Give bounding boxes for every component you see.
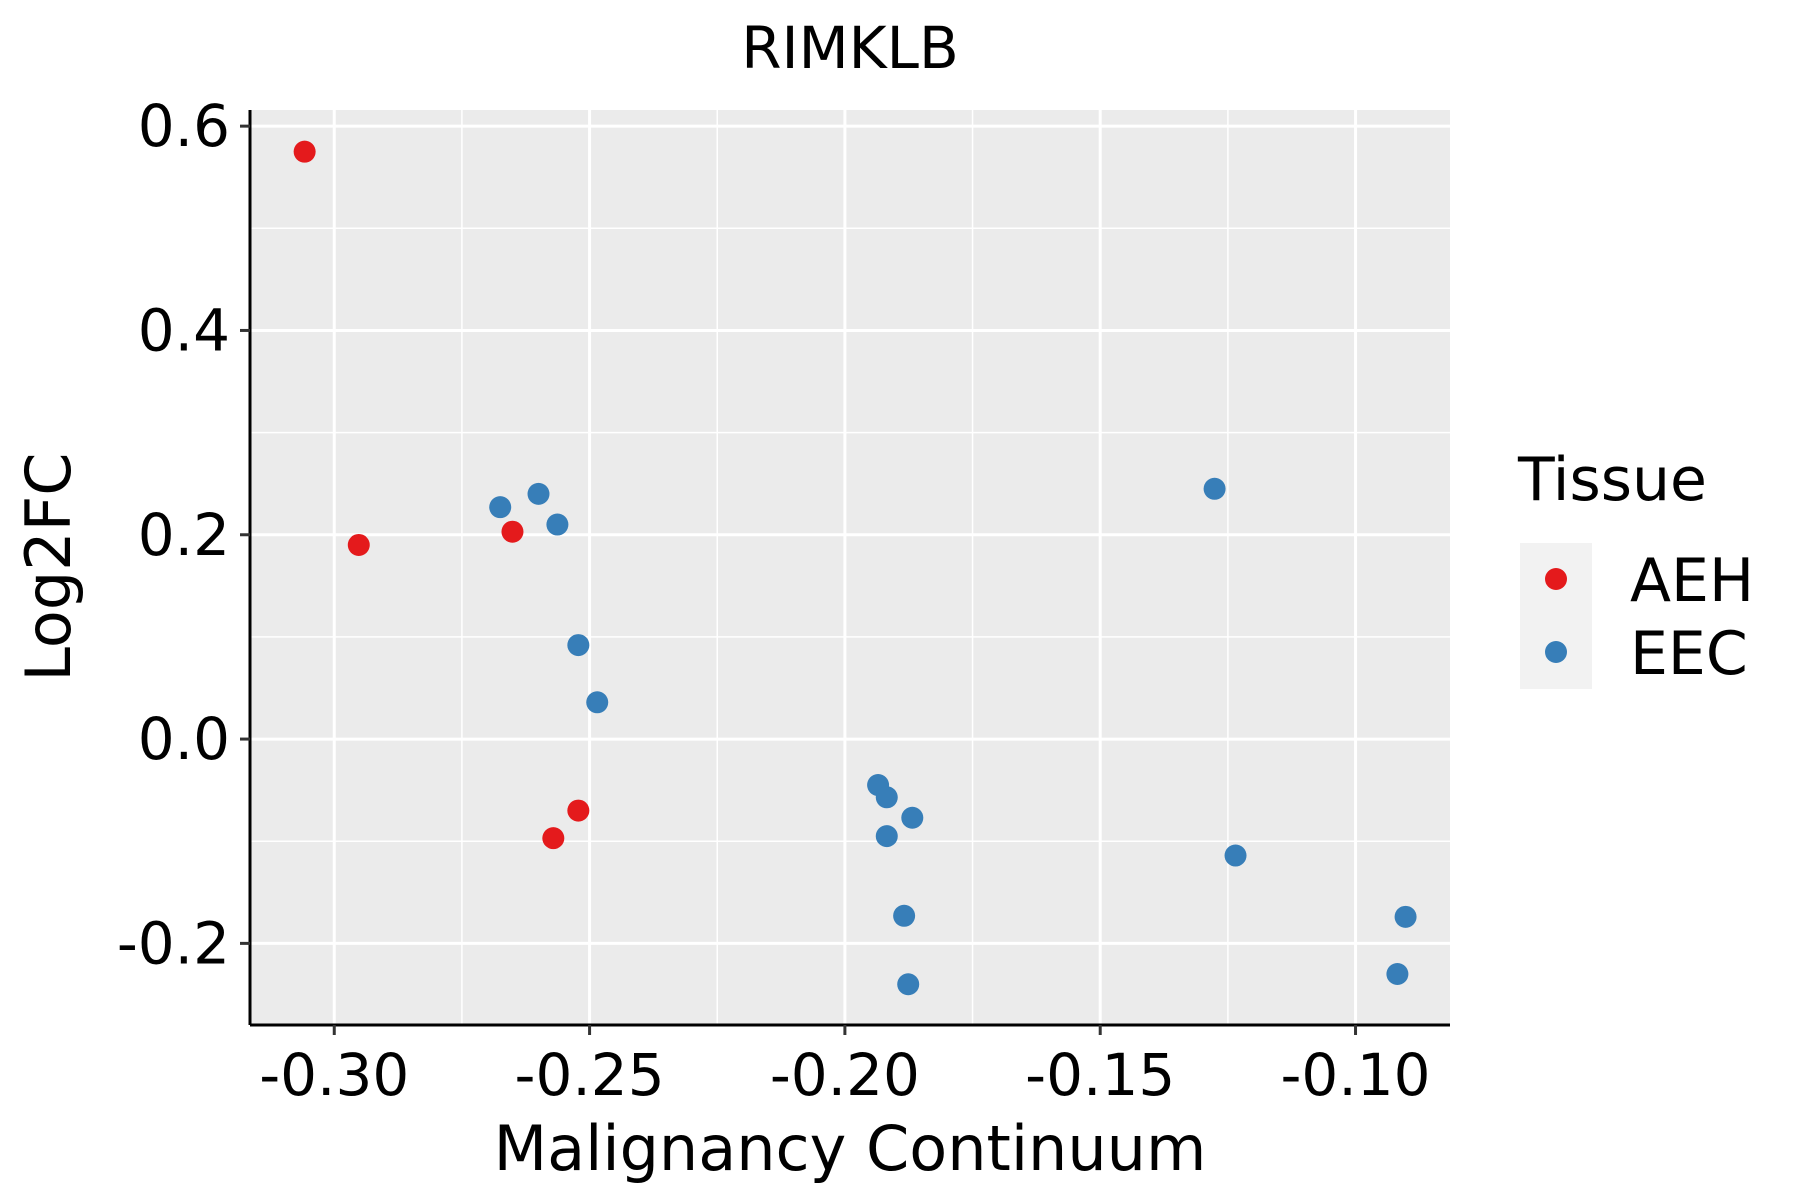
legend-key-eec: [1545, 641, 1567, 663]
grid-major: [250, 110, 1450, 1025]
data-point-aeh: [347, 533, 370, 556]
x-tick-label: -0.15: [1025, 1041, 1175, 1109]
legend-key-aeh: [1545, 568, 1567, 590]
data-point-eec: [897, 973, 920, 996]
legend-key-background: [1520, 543, 1592, 689]
data-point-aeh: [293, 140, 316, 163]
data-point-eec: [1394, 905, 1417, 928]
data-point-eec: [1203, 477, 1226, 500]
y-tick-label: 0.2: [138, 501, 230, 569]
data-point-eec: [1386, 963, 1409, 986]
data-point-aeh: [567, 799, 590, 822]
legend-title: Tissue: [1517, 445, 1707, 515]
data-point-eec: [1224, 844, 1247, 867]
grid-minor: [250, 110, 1450, 1025]
data-point-eec: [567, 634, 590, 657]
x-tick-label: -0.30: [259, 1041, 409, 1109]
y-tick-label: -0.2: [117, 909, 230, 977]
data-point-eec: [546, 513, 569, 536]
data-point-eec: [893, 904, 916, 927]
legend-label-eec: EEC: [1630, 619, 1748, 689]
data-point-aeh: [501, 520, 524, 543]
data-point-eec: [875, 825, 898, 848]
y-tick-label: 0.4: [138, 296, 230, 364]
y-tick-label: 0.0: [138, 705, 230, 773]
data-points: [293, 140, 1417, 996]
data-point-eec: [527, 482, 550, 505]
data-point-eec: [875, 786, 898, 809]
x-ticks: -0.30 -0.25 -0.20 -0.15 -0.10: [259, 1025, 1431, 1109]
x-tick-label: -0.10: [1280, 1041, 1430, 1109]
y-tick-label: 0.6: [138, 92, 230, 160]
legend: Tissue AEH EEC: [1517, 445, 1754, 689]
data-point-eec: [586, 691, 609, 714]
data-point-eec: [489, 496, 512, 519]
data-point-aeh: [542, 827, 565, 850]
x-tick-label: -0.20: [770, 1041, 920, 1109]
y-ticks: -0.2 0.0 0.2 0.4 0.6: [117, 92, 250, 977]
chart-title: RIMKLB: [741, 14, 959, 82]
data-point-eec: [901, 806, 924, 829]
y-axis-title: Log2FC: [12, 452, 85, 681]
plot-panel: [250, 110, 1450, 1025]
x-axis-title: Malignancy Continuum: [494, 1112, 1207, 1185]
legend-label-aeh: AEH: [1630, 546, 1754, 616]
x-tick-label: -0.25: [515, 1041, 665, 1109]
